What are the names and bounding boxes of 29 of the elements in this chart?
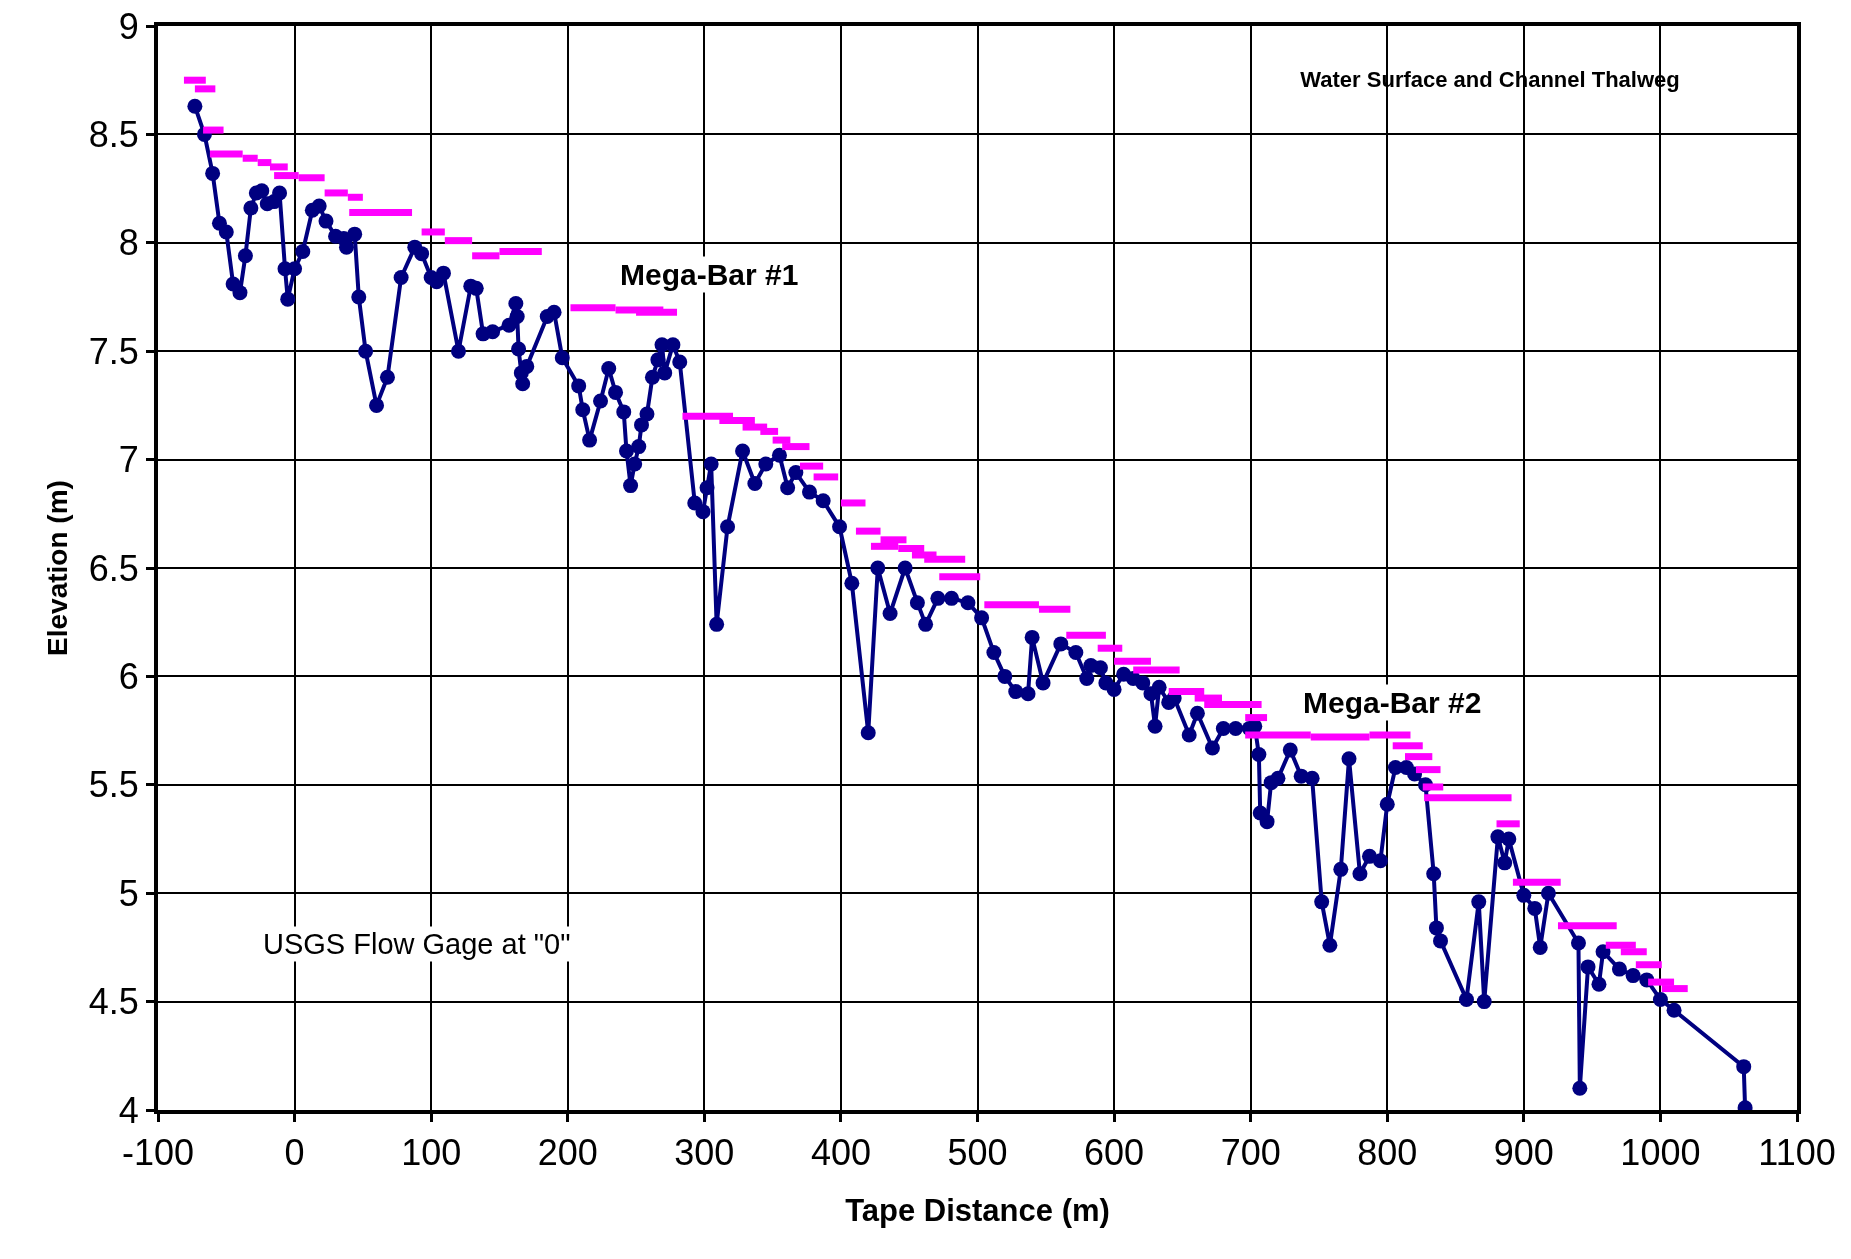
y-tick-label: 5.5 xyxy=(88,764,139,806)
y-tick-label: 7.5 xyxy=(88,330,139,372)
x-tick-label: 0 xyxy=(284,1132,305,1174)
x-tick-label: 100 xyxy=(401,1132,462,1174)
y-tick-label: 8 xyxy=(118,222,139,264)
x-tick-label: 1100 xyxy=(1758,1132,1836,1174)
x-tick-label: 400 xyxy=(810,1132,871,1174)
x-tick-label: 1000 xyxy=(1620,1132,1701,1174)
annotation: USGS Flow Gage at "0" xyxy=(263,928,571,960)
x-tick-label: 200 xyxy=(537,1132,598,1174)
y-tick-label: 8.5 xyxy=(88,114,139,155)
annotation: Mega-Bar #2 xyxy=(1303,686,1482,719)
y-tick-label: 4 xyxy=(118,1089,139,1131)
y-tick-label: 9 xyxy=(118,5,139,47)
y-tick-label: 6.5 xyxy=(88,547,139,589)
x-tick-label: 700 xyxy=(1220,1132,1281,1174)
y-tick-label: 7 xyxy=(118,439,139,481)
x-tick-label: 500 xyxy=(947,1132,1008,1174)
y-tick-label: 4.5 xyxy=(88,981,139,1023)
x-axis-title: Tape Distance (m) xyxy=(845,1192,1110,1228)
y-tick-label: 5 xyxy=(118,872,139,914)
x-tick-label: 900 xyxy=(1493,1132,1554,1174)
x-tick-label: 600 xyxy=(1084,1132,1145,1174)
x-tick-label: 800 xyxy=(1357,1132,1418,1174)
y-axis-title: Elevation (m) xyxy=(41,480,73,656)
x-tick-label: -100 xyxy=(121,1132,195,1174)
y-tick-label: 6 xyxy=(118,656,139,697)
annotation: Mega-Bar #1 xyxy=(620,258,799,291)
x-tick-label: 300 xyxy=(674,1132,735,1174)
